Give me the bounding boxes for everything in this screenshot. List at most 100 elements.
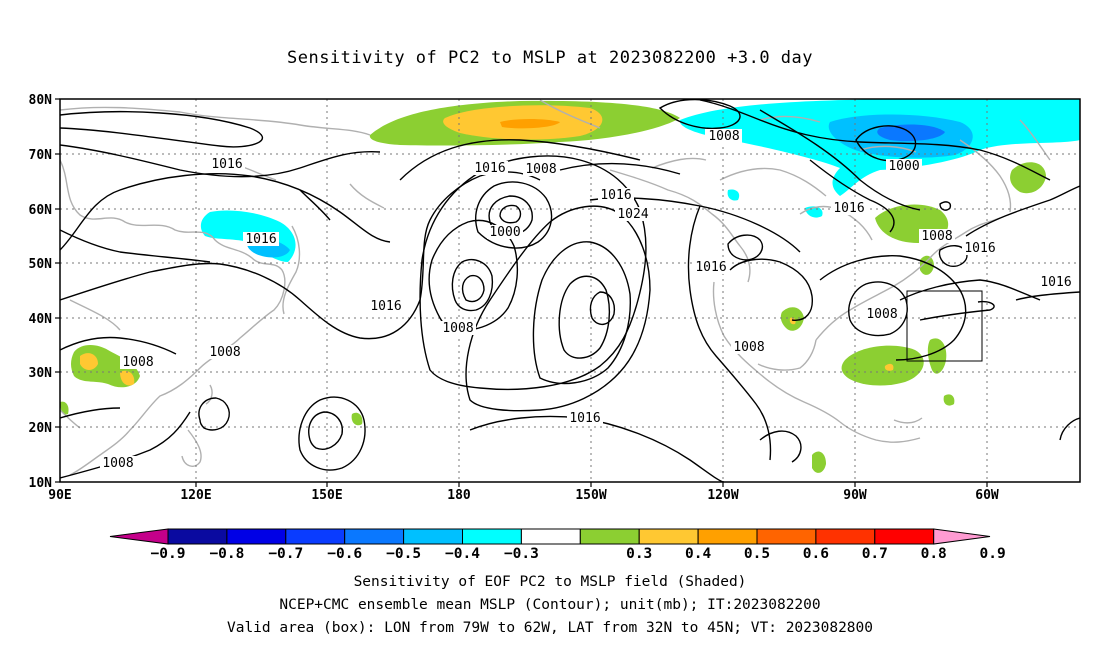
contour-label-bg	[523, 162, 559, 176]
lat-label-10n: 10N	[29, 476, 53, 491]
contour-label: 1016	[964, 241, 995, 256]
shade-small-green-2	[351, 412, 363, 426]
shade-small-green-1	[943, 394, 955, 406]
lat-label-20n: 20N	[29, 421, 53, 436]
contour-label-bg	[731, 340, 767, 354]
colorbar-cell	[520, 528, 581, 545]
lat-axis: 80N 70N 60N 50N 40N 30N 20N 10N	[29, 93, 53, 491]
contour-label-bg	[919, 229, 955, 243]
contour-label-bg	[243, 232, 279, 246]
contour-label: 1008	[525, 162, 556, 177]
plot-border	[59, 98, 1081, 483]
colorbar: −0.9 −0.8 −0.7 −0.6 −0.5 −0.4 −0.3 0.3 0.4 0.5 0.6…	[109, 528, 1006, 562]
colorbar-label: 0.7	[862, 546, 888, 562]
contour-label: 1000	[888, 159, 919, 174]
contour-label: 1008	[209, 345, 240, 360]
lon-label-180: 180	[447, 488, 471, 503]
colorbar-label: 0.9	[979, 546, 1005, 562]
lat-label-30n: 30N	[29, 366, 53, 381]
contour-label-bg	[472, 161, 508, 175]
colorbar-label: −0.8	[209, 546, 244, 562]
colorbar-cell	[226, 528, 287, 545]
figure-title: Sensitivity of PC2 to MSLP at 2023082200…	[286, 48, 813, 68]
colorbar-label: −0.5	[386, 546, 421, 562]
colorbar-label: −0.4	[445, 546, 480, 562]
colorbar-label: 0.6	[803, 546, 829, 562]
contour-label-bg	[693, 260, 729, 274]
contour-label: 1008	[708, 129, 739, 144]
lat-ticks	[55, 98, 60, 483]
shade-cyan-greenland	[727, 189, 740, 201]
colorbar-cell	[285, 528, 346, 545]
contour-label-bg	[598, 188, 634, 202]
contour-label-bg	[100, 456, 136, 470]
lon-label-150e: 150E	[311, 488, 342, 503]
contour-label: 1016	[569, 411, 600, 426]
lat-label-70n: 70N	[29, 148, 53, 163]
contour-label-bg	[706, 129, 742, 143]
contour-label: 1016	[1040, 275, 1071, 290]
contour-label-bg	[209, 157, 245, 171]
colorbar-cell	[697, 528, 758, 545]
lat-label-60n: 60N	[29, 203, 53, 218]
lat-label-40n: 40N	[29, 312, 53, 327]
lon-label-120e: 120E	[180, 488, 211, 503]
shade-atlantic-green-2	[927, 338, 947, 374]
contour-label: 1008	[921, 229, 952, 244]
contour-label-group: 1016 1016 1016 1008 1008 1008 1000 1016 1024 1008…	[100, 129, 1074, 471]
caption-line-3: Valid area (box): LON from 79W to 62W, L…	[226, 620, 873, 636]
shade-atlantic-green	[841, 345, 924, 386]
lon-label-90w: 90W	[843, 488, 867, 503]
colorbar-label: 0.4	[685, 546, 711, 562]
colorbar-cell	[874, 528, 935, 545]
sensitivity-shading	[60, 99, 1080, 473]
contour-label: 1016	[695, 260, 726, 275]
lon-label-150w: 150W	[575, 488, 606, 503]
lat-label-50n: 50N	[29, 257, 53, 272]
shade-gulf-yellow	[789, 317, 796, 325]
contour-label-bg	[864, 307, 900, 321]
mslp-contours	[60, 99, 1080, 482]
contour-label: 1008	[866, 307, 897, 322]
contour-label-bg	[440, 321, 476, 335]
contour-label-bg	[120, 355, 156, 369]
colorbar-cell	[579, 528, 640, 545]
contour-label: 1016	[211, 157, 242, 172]
contour-label: 1016	[600, 188, 631, 203]
contour-label: 1008	[733, 340, 764, 355]
colorbar-max-arrow	[933, 528, 991, 545]
colorbar-label: 0.8	[921, 546, 947, 562]
colorbar-cell	[638, 528, 699, 545]
lon-ticks	[195, 482, 988, 487]
caption-line-1: Sensitivity of EOF PC2 to MSLP field (Sh…	[353, 574, 747, 590]
colorbar-cell	[403, 528, 464, 545]
contour-label-bg	[487, 225, 523, 239]
lon-label-90e: 90E	[48, 488, 71, 503]
caption-line-2: NCEP+CMC ensemble mean MSLP (Contour); u…	[279, 597, 821, 613]
colorbar-label: −0.9	[151, 546, 186, 562]
contour-label: 1000	[489, 225, 520, 240]
shade-labrador-green	[1010, 162, 1046, 194]
lat-label-80n: 80N	[29, 93, 53, 108]
contour-label: 1008	[102, 456, 133, 471]
shade-asia-yellow-1	[80, 353, 98, 370]
shade-east-green	[920, 255, 934, 275]
shade-arctic-orange	[500, 119, 560, 129]
lon-label-120w: 120W	[707, 488, 738, 503]
contour-label: 1016	[833, 201, 864, 216]
colorbar-label: −0.7	[268, 546, 303, 562]
contour-label: 1008	[442, 321, 473, 336]
shade-cyan-east	[1055, 100, 1080, 136]
lon-label-60w: 60W	[975, 488, 999, 503]
contour-label-bg	[368, 299, 404, 313]
contour-label-bg	[886, 159, 922, 173]
contour-label-bg	[567, 411, 603, 425]
colorbar-label: 0.5	[744, 546, 770, 562]
contour-label: 1016	[474, 161, 505, 176]
contour-label-bg	[1038, 275, 1074, 289]
valid-area-box	[906, 290, 983, 362]
colorbar-label: −0.6	[327, 546, 362, 562]
colorbar-cell	[462, 528, 522, 545]
contour-label-bg	[615, 207, 651, 221]
